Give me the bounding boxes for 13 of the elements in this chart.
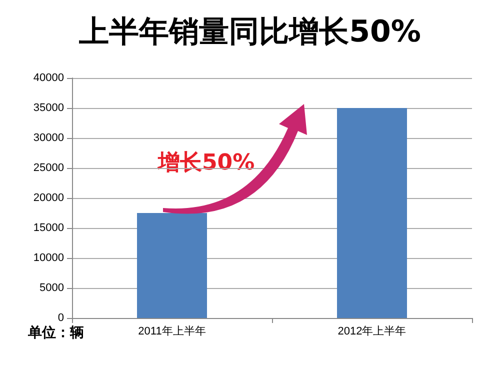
- y-tick-label: 30000: [33, 132, 64, 144]
- y-tick-label: 25000: [33, 162, 64, 174]
- y-tick-label: 15000: [33, 222, 64, 234]
- y-tick-label: 0: [58, 312, 64, 324]
- chart-title: 上半年销量同比增长50%: [78, 14, 421, 50]
- y-tick-label: 40000: [33, 72, 64, 84]
- text: 单位：辆: [27, 325, 84, 341]
- x-tick-label: 2012年上半年: [338, 324, 406, 338]
- y-tick-label: 20000: [33, 192, 64, 204]
- y-tick-label: 10000: [33, 252, 64, 264]
- y-tick-label: 5000: [40, 282, 64, 294]
- x-tick-label: 2011年上半年: [138, 324, 206, 338]
- y-tick-label: 35000: [33, 102, 64, 114]
